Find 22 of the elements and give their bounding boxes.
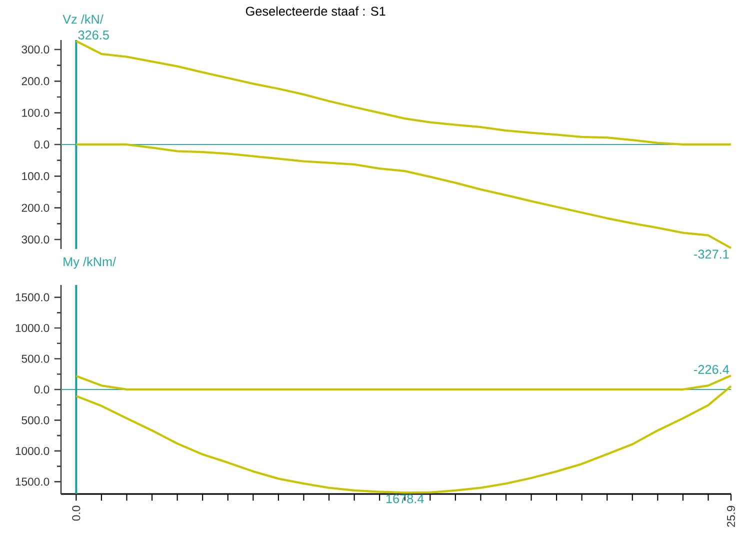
chart-title: Geselecteerde staaf : S1 xyxy=(246,6,386,16)
y-tick-label: 100.0 xyxy=(22,172,50,180)
y-tick-label: 0.0 xyxy=(34,385,50,394)
y-tick-label: 1500.0 xyxy=(16,478,50,486)
y-axis-title: My /kNm/ xyxy=(64,256,116,269)
y-tick-label: 300.0 xyxy=(22,235,50,244)
x-tick-label: 25.9 xyxy=(727,506,736,527)
annotation: -327.1 xyxy=(694,250,729,259)
y-tick-label: 1000.0 xyxy=(16,446,50,455)
y-tick-label: 500.0 xyxy=(22,354,50,363)
y-tick-label: 500.0 xyxy=(22,416,50,424)
annotation: -226.4 xyxy=(694,365,730,374)
y-tick-label: 100.0 xyxy=(22,108,50,117)
y-tick-label: 300.0 xyxy=(22,45,50,54)
annotation: 326.5 xyxy=(78,30,109,40)
y-tick-label: 1000.0 xyxy=(16,324,50,332)
y-tick-label: 200.0 xyxy=(22,77,50,86)
annotation: 1678.4 xyxy=(386,494,424,504)
y-axis-title: Vz /kN/ xyxy=(62,14,104,24)
y-tick-label: 200.0 xyxy=(22,204,50,212)
y-tick-label: 1500.0 xyxy=(16,293,50,302)
y-tick-label: 0.0 xyxy=(34,140,50,148)
